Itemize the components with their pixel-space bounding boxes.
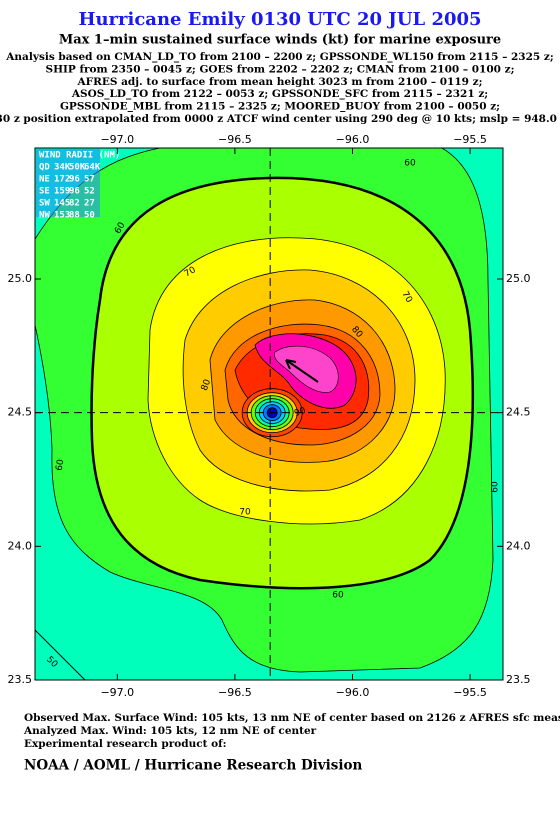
y-tick-label: 24.5 bbox=[506, 406, 531, 419]
radii-header: 34K bbox=[54, 163, 71, 173]
title: Hurricane Emily 0130 UTC 20 JUL 2005 bbox=[78, 9, 481, 30]
x-tick-label: −95.5 bbox=[453, 133, 487, 146]
footer-line: Experimental research product of: bbox=[24, 738, 227, 750]
plot-frame bbox=[34, 147, 504, 681]
y-tick-label: 25.0 bbox=[8, 272, 33, 285]
contour-label: 60 bbox=[55, 458, 67, 471]
radii-cell: 27 bbox=[84, 199, 95, 209]
radii-cell: 96 bbox=[69, 175, 80, 185]
organization: NOAA / AOML / Hurricane Research Divisio… bbox=[24, 758, 363, 774]
contour-line bbox=[35, 629, 86, 680]
y-tick-label: 24.0 bbox=[8, 539, 33, 552]
radii-cell: 50 bbox=[84, 211, 95, 221]
contour-label: 80 bbox=[200, 378, 213, 392]
radii-header: QD bbox=[39, 163, 50, 173]
x-tick-label: −96.5 bbox=[218, 133, 252, 146]
radii-cell: NW bbox=[39, 211, 50, 221]
contour-label: 60 bbox=[491, 481, 501, 493]
radii-cell: 57 bbox=[84, 175, 95, 185]
y-tick-label: 23.5 bbox=[506, 673, 531, 686]
analysis-line: GPSSONDE_MBL from 2115 – 2325 z; MOORED_… bbox=[60, 101, 500, 114]
radii-cell: 159 bbox=[54, 187, 70, 197]
analysis-line: Analysis based on CMAN_LD_TO from 2100 –… bbox=[5, 51, 553, 64]
radii-cell: 96 bbox=[69, 187, 80, 197]
y-tick-label: 25.0 bbox=[506, 272, 531, 285]
analysis-line: ASOS_LD_TO from 2122 – 0053 z; GPSSONDE_… bbox=[71, 88, 488, 101]
footer-line: Observed Max. Surface Wind: 105 kts, 13 … bbox=[24, 712, 560, 724]
contour-label: 70 bbox=[239, 508, 251, 518]
x-tick-label: −96.0 bbox=[336, 686, 370, 699]
radii-cell: 172 bbox=[54, 175, 70, 185]
radii-header: 50K bbox=[69, 163, 86, 173]
radii-cell: 145 bbox=[54, 199, 70, 209]
y-tick-label: 24.5 bbox=[8, 406, 33, 419]
radii-title: WIND RADII (NM) bbox=[39, 151, 120, 161]
footer-line: Analyzed Max. Wind: 105 kts, 12 nm NE of… bbox=[23, 725, 317, 737]
x-tick-label: −97.0 bbox=[100, 133, 134, 146]
contour-fill bbox=[274, 345, 339, 393]
radii-cell: 88 bbox=[69, 211, 80, 221]
analysis-line: AFRES adj. to surface from mean height 3… bbox=[77, 76, 483, 88]
radii-cell: 153 bbox=[54, 211, 70, 221]
radii-cell: SE bbox=[39, 187, 50, 197]
analysis-line: SHIP from 2350 – 0045 z; GOES from 2202 … bbox=[46, 63, 515, 75]
radii-cell: 82 bbox=[69, 199, 80, 209]
subtitle: Max 1–min sustained surface winds (kt) f… bbox=[59, 33, 501, 48]
analysis-line: 0130 z position extrapolated from 0000 z… bbox=[0, 113, 560, 125]
contour-label: 60 bbox=[332, 591, 344, 601]
x-tick-label: −96.0 bbox=[336, 133, 370, 146]
motion-arrow bbox=[285, 359, 319, 383]
radii-box bbox=[36, 149, 100, 217]
radii-cell: 52 bbox=[84, 187, 95, 197]
radii-cell: SW bbox=[39, 199, 50, 209]
x-tick-label: −95.5 bbox=[453, 686, 487, 699]
x-tick-label: −97.0 bbox=[100, 686, 134, 699]
y-tick-label: 24.0 bbox=[506, 539, 531, 552]
x-tick-label: −96.5 bbox=[218, 686, 252, 699]
contour-label: 60 bbox=[404, 159, 416, 169]
radii-cell: NE bbox=[39, 175, 50, 185]
radii-header: 64K bbox=[84, 163, 101, 173]
y-tick-label: 23.5 bbox=[8, 673, 33, 686]
